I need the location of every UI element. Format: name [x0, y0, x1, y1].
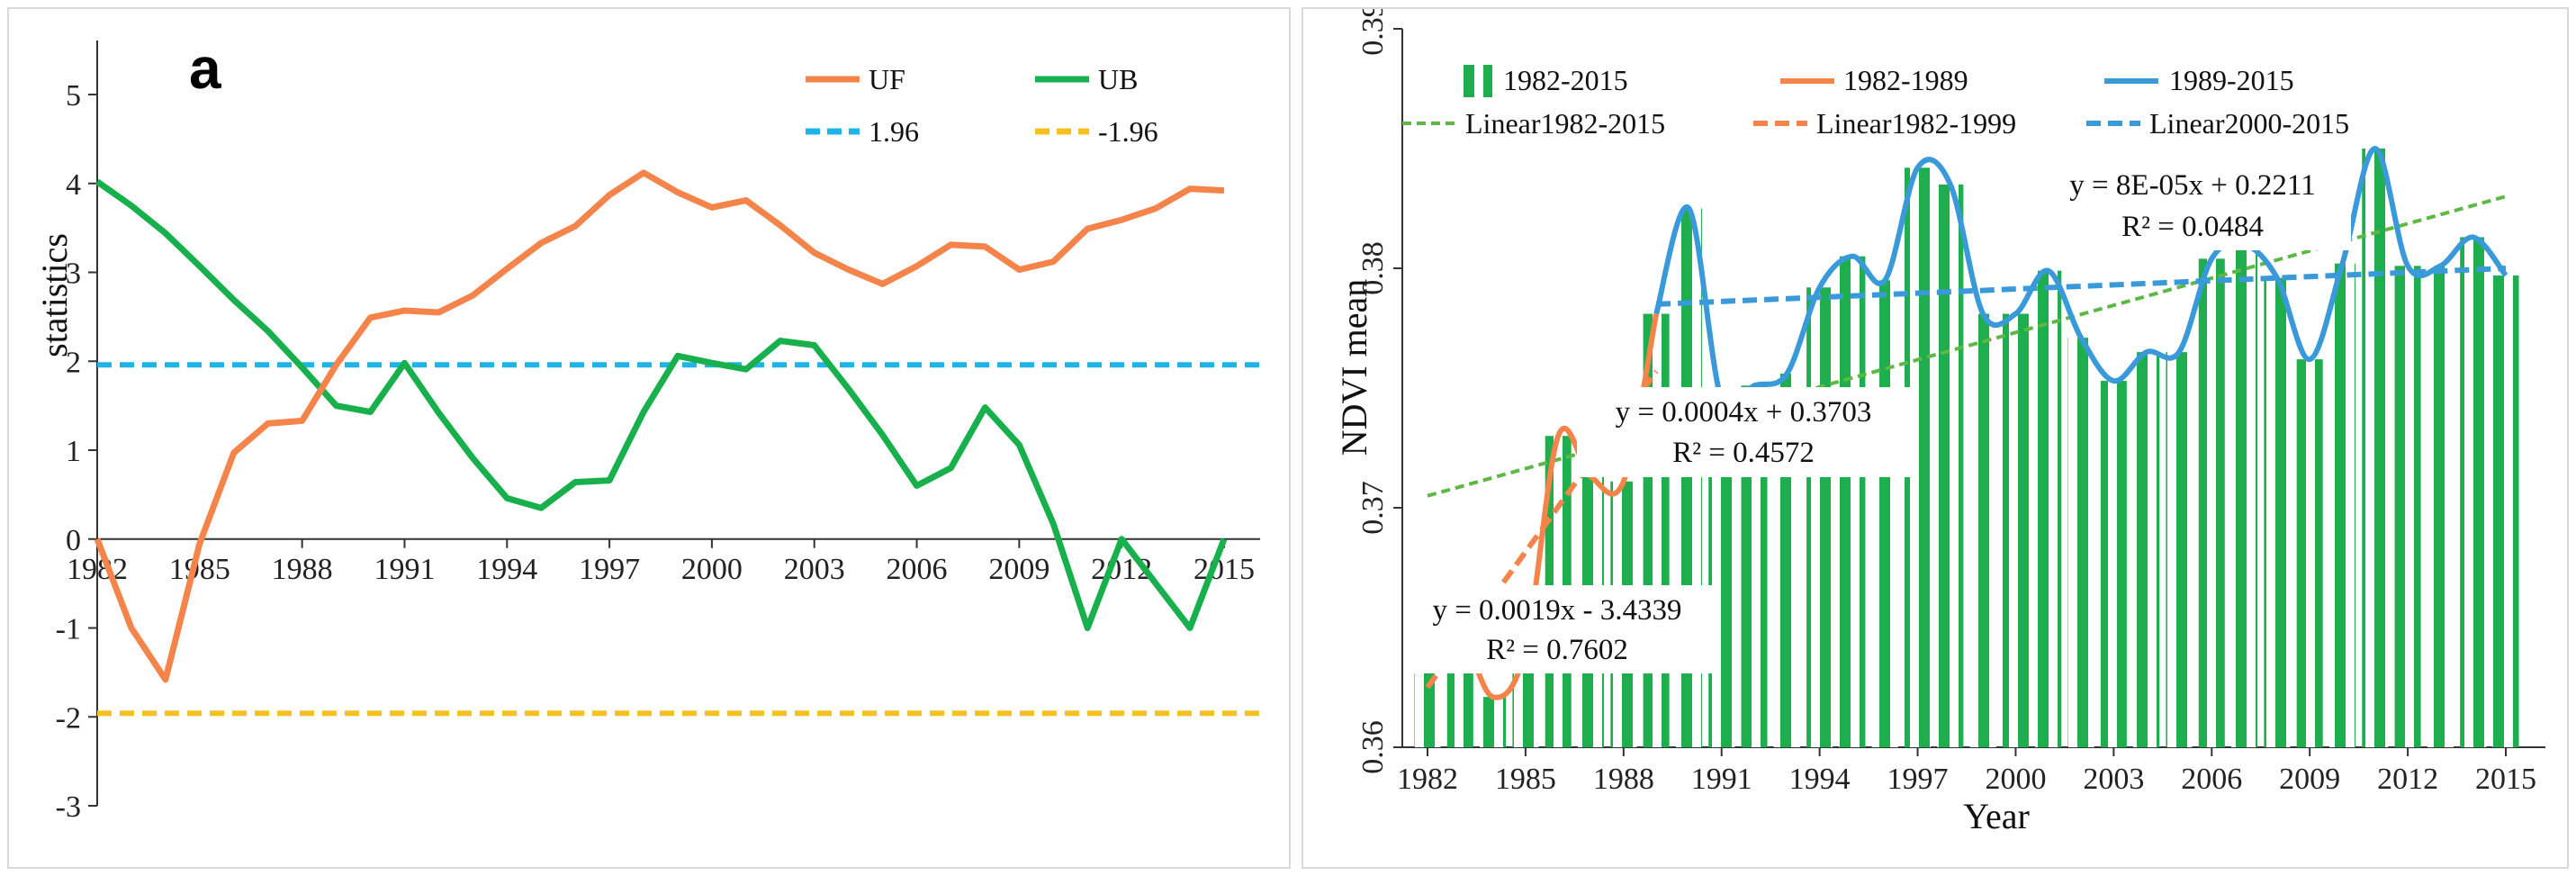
bar-2008: [2264, 277, 2291, 747]
y-tick-label-a: 0: [66, 524, 81, 557]
panel-b-container: NDVI mean Year 0.39 0.38 0.37 0.36 1982 1985 1…: [1302, 7, 2569, 869]
y-tick-label-a: 2: [66, 346, 81, 379]
x-tick-label-b: 2003: [2083, 763, 2144, 796]
legend-b-seg2: 1989-2015: [2169, 64, 2294, 96]
eq-b-box: [2034, 160, 2351, 250]
eq-all-line1: y = 0.0004x + 0.3703: [1616, 396, 1872, 429]
bar-2007: [2231, 244, 2258, 747]
chart-b-ylabel: NDVI mean: [1334, 279, 1374, 456]
bar-1984: [1480, 697, 1507, 747]
x-tick-label-b: 1994: [1789, 763, 1851, 796]
legend-b-linb: Linear2000-2015: [2149, 107, 2349, 140]
bar-2001: [2035, 270, 2062, 747]
bar-1995: [1839, 256, 1866, 747]
legend-b-seg1: 1982-1989: [1843, 64, 1968, 96]
x-tick-label-b: 2000: [1985, 763, 2046, 796]
x-tick-label-a: 2009: [988, 553, 1049, 586]
x-tick-label-b: 1988: [1593, 763, 1654, 796]
x-tick-label-a: 1997: [579, 553, 640, 586]
x-tick-label-b: 1997: [1887, 763, 1949, 796]
legend-b-bars-swatch: [1456, 65, 1492, 97]
x-tick-label-a: 2003: [784, 553, 845, 586]
y-tick-label-a: 5: [66, 79, 81, 113]
bar-2012: [2394, 266, 2421, 748]
eq-a-box: [1406, 585, 1712, 673]
bar-2015: [2492, 275, 2519, 748]
y-tick-label-a: 3: [66, 257, 81, 291]
bar-1999: [1969, 313, 1996, 747]
chart-a-svg: a statistics 5 4 3 2 1 0 -1 -2 -3 1982 1985 1988 199…: [34, 36, 1260, 824]
y-tick-label-b: 0.38: [1356, 241, 1390, 295]
bar-2003: [2100, 381, 2127, 747]
x-tick-label-b: 1982: [1397, 763, 1458, 796]
bar-1994: [1806, 287, 1833, 747]
y-tick-label-b: 0.37: [1356, 481, 1390, 535]
legend-b-bars: 1982-2015: [1503, 64, 1628, 96]
x-tick-label-b: 2006: [2181, 763, 2242, 796]
bar-2013: [2427, 266, 2454, 748]
x-tick-label-a: 2006: [887, 553, 948, 586]
bar-2002: [2067, 338, 2094, 747]
y-tick-label-a: -3: [56, 790, 81, 824]
eq-a-line2: R² = 0.7602: [1486, 634, 1628, 666]
bar-2011: [2362, 149, 2389, 747]
legend-a-uf: UF: [869, 63, 905, 95]
legend-a: UF UB 1.96 -1.96: [806, 63, 1158, 148]
y-tick-label-a: 1: [66, 435, 81, 468]
bar-2010: [2328, 263, 2356, 747]
x-tick-label-b: 2009: [2279, 763, 2340, 796]
legend-b: 1982-2015 1982-1989 1989-2015 Linear1982…: [1402, 64, 2349, 140]
bar-2005: [2166, 352, 2193, 747]
bar-2004: [2133, 352, 2160, 747]
series-ub-line: [95, 178, 1228, 631]
y-tick-label-a: -1: [56, 613, 81, 646]
x-tick-label-a: 1985: [169, 553, 230, 586]
series-1989-2015-curve: [1653, 146, 2508, 414]
x-tick-label-a: 1991: [374, 553, 435, 586]
eq-b-line2: R² = 0.0484: [2121, 211, 2264, 243]
bar-1996: [1871, 280, 1898, 747]
x-tick-label-b: 1985: [1495, 763, 1556, 796]
x-tick-label-a: 1994: [476, 553, 537, 586]
chart-b-xlabel: Year: [1963, 796, 2030, 836]
bar-2006: [2198, 258, 2225, 747]
equations-b: y = 8E-05x + 0.2211 R² = 0.0484 y = 0.00…: [1406, 160, 2351, 673]
x-tick-label-b: 2012: [2377, 763, 2438, 796]
panel-label-a: a: [189, 36, 221, 101]
panel-a-container: a statistics 5 4 3 2 1 0 -1 -2 -3 1982 1985 1988 199…: [7, 7, 1291, 869]
y-tick-label-b: 0.36: [1356, 720, 1390, 774]
x-tick-label-b: 1991: [1691, 763, 1752, 796]
bar-2009: [2296, 359, 2323, 747]
legend-a-neg: -1.96: [1098, 115, 1158, 148]
bar-1998: [1937, 184, 1964, 747]
x-tick-label-a: 2015: [1193, 553, 1255, 586]
bar-2014: [2460, 237, 2487, 747]
eq-b-line1: y = 8E-05x + 0.2211: [2069, 169, 2315, 202]
legend-b-lina: Linear1982-1999: [1816, 107, 2016, 140]
series-uf-line: [94, 169, 1225, 683]
x-tick-label-a: 1982: [67, 553, 128, 586]
bar-2000: [2002, 313, 2029, 747]
legend-a-pos: 1.96: [869, 115, 919, 148]
x-tick-label-a: 1988: [272, 553, 333, 586]
x-tick-label-b: 2015: [2475, 763, 2536, 796]
trend-linear-2000-2015: [1655, 266, 2507, 307]
legend-a-ub: UB: [1098, 63, 1138, 95]
x-tick-label-a: 2000: [681, 553, 743, 586]
y-tick-label-a: 4: [66, 168, 81, 202]
legend-b-linall: Linear1982-2015: [1465, 107, 1665, 140]
y-tick-label-a: -2: [56, 701, 81, 735]
y-tick-label-b: 0.39: [1356, 9, 1390, 56]
eq-a-line1: y = 0.0019x - 3.4339: [1432, 594, 1681, 627]
chart-a-ylabel: statistics: [34, 233, 75, 357]
eq-all-box: [1577, 387, 1910, 477]
eq-all-line2: R² = 0.4572: [1672, 437, 1815, 469]
